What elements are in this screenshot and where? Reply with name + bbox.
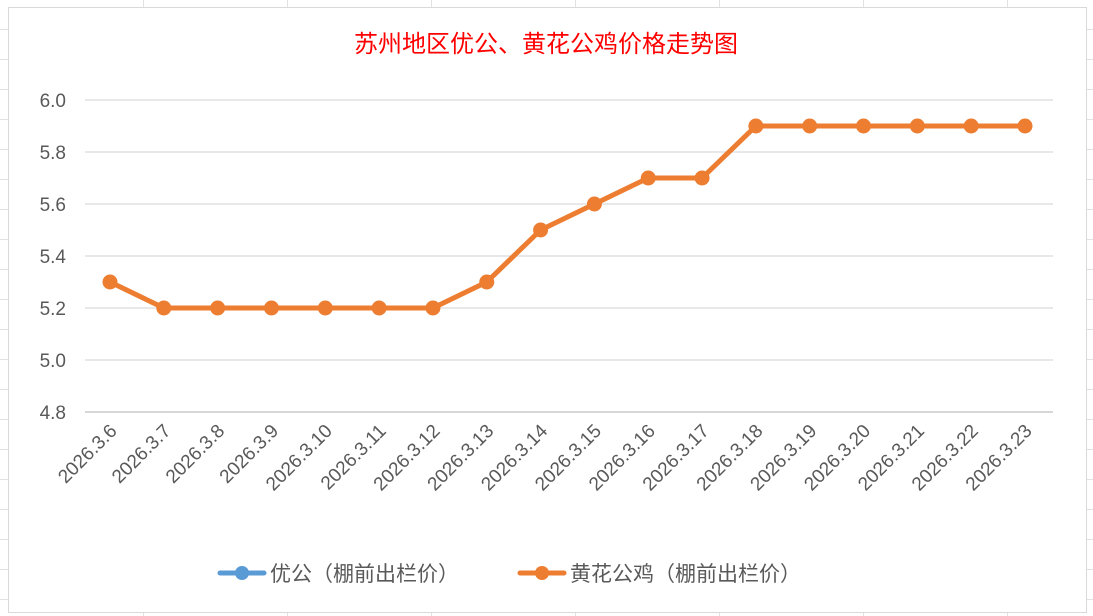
data-point — [479, 274, 495, 290]
data-point — [1017, 118, 1033, 134]
y-tick-label: 5.2 — [40, 299, 66, 320]
data-point — [694, 170, 710, 186]
y-tick-label: 5.0 — [40, 351, 66, 372]
y-tick-label: 6.0 — [40, 91, 66, 112]
chart-title: 苏州地区优公、黄花公鸡价格走势图 — [354, 30, 738, 58]
x-tick-label: 2026.3.6 — [54, 421, 121, 488]
y-tick-label: 5.4 — [40, 247, 67, 268]
data-point — [102, 274, 118, 290]
data-point — [263, 300, 279, 316]
data-point — [640, 170, 656, 186]
legend-point-marker — [235, 566, 249, 580]
x-tick-label: 2026.3.8 — [162, 421, 229, 488]
data-point — [586, 196, 602, 212]
data-point — [533, 222, 549, 238]
legend-point-marker — [535, 566, 549, 580]
legend-label: 优公（棚前出栏价） — [270, 563, 459, 586]
y-tick-label: 5.6 — [40, 195, 66, 216]
data-point — [856, 118, 872, 134]
data-point — [371, 300, 387, 316]
data-point — [802, 118, 818, 134]
legend-label: 黄花公鸡（棚前出栏价） — [570, 563, 801, 586]
data-point — [963, 118, 979, 134]
data-point — [210, 300, 226, 316]
data-point — [748, 118, 764, 134]
y-tick-label: 5.8 — [40, 143, 66, 164]
data-point — [909, 118, 925, 134]
data-point — [156, 300, 172, 316]
series-line — [108, 123, 1025, 311]
y-tick-label: 4.8 — [40, 403, 66, 424]
data-point — [425, 300, 441, 316]
x-tick-label: 2026.3.7 — [108, 421, 175, 488]
data-point — [317, 300, 333, 316]
